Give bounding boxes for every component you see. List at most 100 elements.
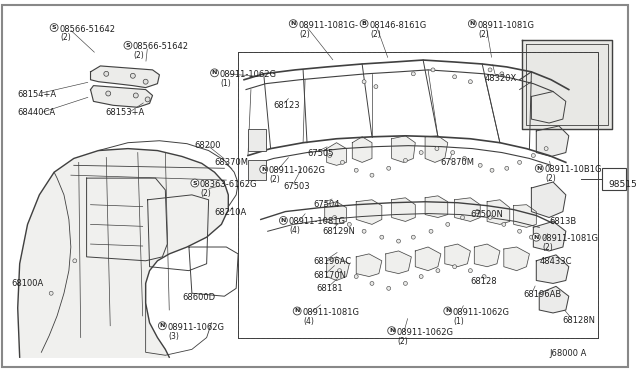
Polygon shape — [425, 136, 448, 163]
Text: 08911-1081G: 08911-1081G — [302, 308, 359, 317]
Circle shape — [419, 151, 423, 154]
Circle shape — [340, 160, 344, 164]
Polygon shape — [90, 66, 159, 87]
Text: N: N — [160, 323, 165, 328]
Text: N: N — [291, 21, 296, 26]
Circle shape — [211, 69, 218, 77]
Circle shape — [419, 275, 423, 279]
Text: 68129N: 68129N — [323, 227, 356, 236]
Text: S: S — [125, 43, 130, 48]
Polygon shape — [18, 148, 228, 357]
Circle shape — [535, 164, 543, 172]
Text: N: N — [536, 166, 542, 171]
Polygon shape — [504, 247, 529, 270]
Polygon shape — [536, 126, 569, 157]
Text: (2): (2) — [134, 51, 145, 60]
Circle shape — [387, 166, 390, 170]
Circle shape — [145, 97, 150, 102]
Bar — [248, 160, 266, 180]
Polygon shape — [356, 254, 382, 276]
Text: 08911-1062G: 08911-1062G — [269, 166, 326, 175]
Circle shape — [333, 215, 337, 219]
Circle shape — [360, 20, 368, 28]
Polygon shape — [531, 92, 566, 123]
Text: S: S — [193, 180, 197, 186]
Polygon shape — [324, 202, 346, 224]
Circle shape — [280, 217, 287, 224]
Circle shape — [502, 222, 506, 226]
Circle shape — [355, 275, 358, 279]
Circle shape — [49, 291, 53, 295]
Text: N: N — [294, 308, 300, 314]
Text: 48320X: 48320X — [484, 74, 516, 83]
Text: 68154+A: 68154+A — [18, 90, 57, 99]
Polygon shape — [531, 182, 566, 218]
Text: J68000 A: J68000 A — [549, 349, 586, 358]
Circle shape — [468, 20, 476, 28]
Circle shape — [446, 222, 450, 226]
Polygon shape — [326, 143, 346, 165]
Text: N: N — [389, 328, 394, 333]
Polygon shape — [386, 251, 412, 273]
Circle shape — [370, 282, 374, 285]
Polygon shape — [514, 205, 536, 227]
Polygon shape — [454, 198, 480, 221]
Text: (1): (1) — [220, 79, 231, 88]
Text: (2): (2) — [299, 29, 310, 39]
Text: 68370M: 68370M — [214, 158, 248, 167]
Circle shape — [429, 229, 433, 233]
Circle shape — [531, 154, 535, 157]
Text: 68128: 68128 — [470, 276, 497, 286]
Polygon shape — [392, 136, 415, 163]
Circle shape — [106, 91, 111, 96]
Text: 68196AC: 68196AC — [313, 257, 351, 266]
Text: (2): (2) — [370, 29, 381, 39]
Text: 08911-1081G: 08911-1081G — [477, 21, 534, 30]
Text: 68440CA: 68440CA — [18, 108, 56, 117]
Circle shape — [505, 166, 509, 170]
Text: 08911-1062G: 08911-1062G — [167, 323, 224, 332]
Text: 68153+A: 68153+A — [106, 108, 145, 117]
Polygon shape — [522, 40, 612, 129]
Circle shape — [191, 179, 199, 187]
Text: 67505: 67505 — [307, 148, 333, 158]
Text: 08911-1081G: 08911-1081G — [289, 218, 346, 227]
Circle shape — [133, 93, 138, 98]
Circle shape — [529, 235, 533, 239]
Text: N: N — [281, 218, 286, 223]
Circle shape — [532, 233, 540, 241]
Text: S: S — [52, 25, 56, 30]
Circle shape — [463, 157, 467, 160]
Circle shape — [412, 72, 415, 76]
Text: N: N — [445, 308, 451, 314]
Text: 68196AB: 68196AB — [524, 290, 562, 299]
Text: 08363-6162G: 08363-6162G — [200, 180, 257, 189]
Bar — [602, 168, 626, 190]
Polygon shape — [425, 196, 448, 218]
Text: (2): (2) — [397, 337, 408, 346]
Text: (3): (3) — [168, 332, 179, 341]
Text: N: N — [470, 21, 475, 26]
Text: 08911-1081G-: 08911-1081G- — [298, 21, 358, 30]
Circle shape — [380, 235, 384, 239]
Polygon shape — [415, 247, 441, 270]
Polygon shape — [90, 86, 152, 107]
Text: 08146-8161G: 08146-8161G — [369, 21, 426, 30]
Text: (2): (2) — [201, 189, 211, 198]
Circle shape — [362, 80, 366, 84]
Circle shape — [452, 265, 456, 269]
Text: 68123: 68123 — [273, 102, 300, 110]
Polygon shape — [533, 221, 566, 251]
Text: (2): (2) — [269, 175, 280, 184]
Text: (1): (1) — [454, 317, 465, 326]
Circle shape — [260, 165, 268, 173]
Circle shape — [452, 75, 456, 79]
Circle shape — [370, 173, 374, 177]
Circle shape — [482, 275, 486, 279]
Circle shape — [412, 235, 415, 239]
Circle shape — [143, 79, 148, 84]
Text: 68128N: 68128N — [563, 316, 596, 325]
Polygon shape — [445, 244, 470, 267]
Circle shape — [328, 154, 332, 157]
Circle shape — [403, 282, 408, 285]
